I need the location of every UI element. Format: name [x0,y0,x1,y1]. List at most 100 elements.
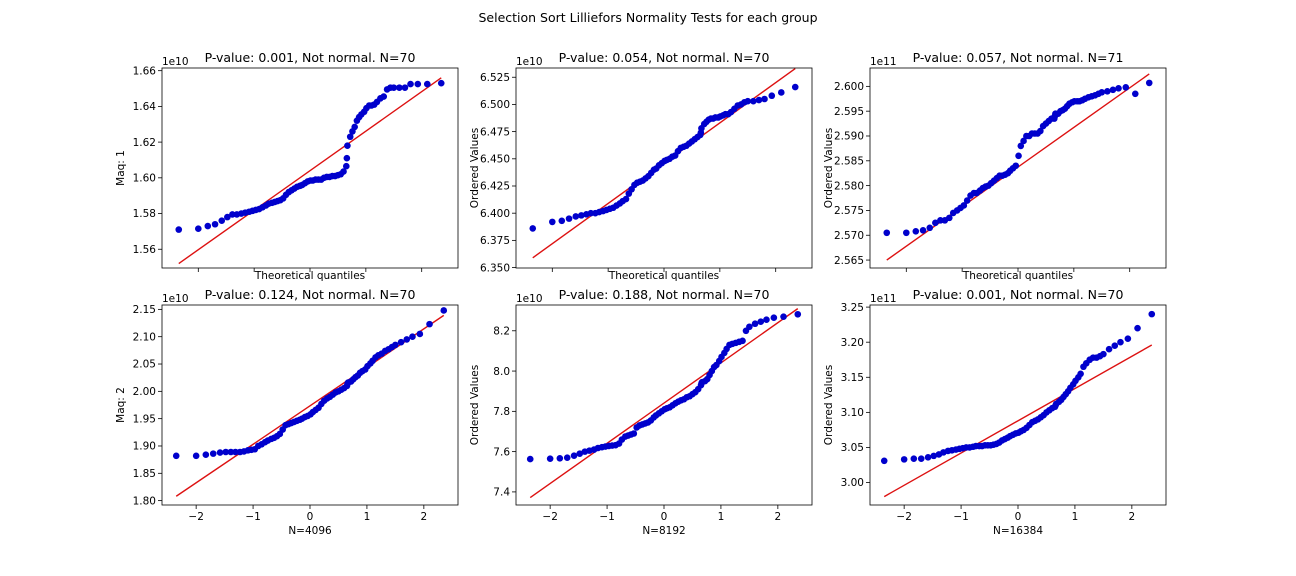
data-point [416,330,424,338]
data-point [340,168,347,175]
y-tick-label: 3.05 [841,442,864,454]
data-point [222,448,230,456]
data-point [791,83,799,91]
data-point [924,453,932,461]
data-point [917,455,925,462]
data-point [912,227,920,235]
data-point [576,450,584,457]
x-axis-label: Theoretical quantiles [254,270,365,282]
data-point [529,225,537,232]
data-point [195,225,202,233]
y-tick-label: 3.20 [841,337,864,349]
plot-data [172,307,448,497]
data-point [1145,79,1153,87]
data-point [770,314,778,321]
y-axis-label: Maq: 2 [115,387,127,423]
axes-frame [869,67,1167,269]
x-tick-label: −1 [599,511,614,523]
data-point [751,320,759,328]
axes-frame [161,67,459,269]
y-axis-label: Ordered Values [469,365,481,445]
y-tick-label: 2.10 [133,331,156,343]
data-point [546,455,554,462]
y-tick-label: 2.15 [133,304,156,316]
data-point [630,430,638,437]
axes-frame [161,304,459,506]
fit-line [883,344,1153,498]
subplot-1: P-value: 0.001, Not normal. N=70 1.56 1.58… [115,50,459,282]
data-point [344,142,351,149]
data-point [930,452,938,460]
data-point [1098,89,1106,96]
data-point [919,226,927,234]
data-point [1111,342,1119,350]
data-point [1100,350,1107,358]
data-point [380,93,388,100]
data-point [1015,152,1022,160]
data-point [343,154,351,162]
data-point [1037,127,1044,135]
x-tick-label: 0 [1015,511,1022,523]
data-point [392,341,399,349]
data-point [777,89,785,96]
y-tick-label: 6.425 [480,181,510,193]
data-point [755,96,763,104]
data-point [926,224,934,232]
subplot-2: P-value: 0.054, Not normal. N=70 6.350 6.3… [469,50,813,282]
x-tick-label: 2 [1129,511,1136,523]
data-point [1148,310,1156,318]
y-axis-label: Ordered Values [469,128,481,208]
x-axis-label: Theoretical quantiles [608,270,719,282]
data-point [1131,90,1139,98]
data-point [1077,370,1084,378]
y-tick-label: 1.95 [133,413,156,425]
data-point [563,454,571,461]
data-point [227,448,235,456]
x-tick-label: 2 [775,511,782,523]
data-point [1115,85,1122,92]
y-offset-label: 1e10 [516,56,543,68]
data-point [202,451,210,459]
subplot-3: P-value: 0.057, Not normal. N=71 2.565 2.5… [823,50,1167,282]
y-offset-label: 1e10 [162,56,189,68]
data-point [172,452,180,460]
data-point [426,320,433,328]
fit-line [529,308,799,499]
subplot-grid: P-value: 0.001, Not normal. N=70 1.56 1.58… [115,50,1167,537]
y-tick-label: 1.80 [133,495,156,507]
x-tick-label: 1 [364,511,371,523]
subplot-title: P-value: 0.188, Not normal. N=70 [559,287,770,302]
x-tick-label: 0 [661,511,668,523]
data-point [403,336,411,343]
data-point [423,80,431,88]
plot-data [526,308,802,499]
figure-suptitle: Selection Sort Lilliefors Normality Test… [478,10,817,25]
data-point [572,213,580,220]
data-point [409,333,416,340]
y-axis-label: Ordered Values [823,128,835,208]
data-point [558,217,566,225]
y-tick-label: 3.15 [841,372,864,384]
data-point [556,454,564,462]
y-tick-label: 1.56 [133,244,157,256]
x-axis-label: N=8192 [642,525,685,537]
y-tick-label: 6.400 [480,208,510,220]
data-point [570,452,578,459]
y-tick-label: 2.580 [834,180,864,192]
data-point [1104,88,1111,95]
data-point [211,220,219,228]
fit-line [175,314,445,497]
data-point [761,95,768,103]
data-point [780,313,787,320]
x-tick-label: 0 [307,511,314,523]
data-point [900,456,908,463]
data-point [232,448,239,456]
data-point [1122,84,1130,91]
x-tick-label: 1 [718,511,725,523]
y-tick-label: 7.6 [493,446,510,458]
y-tick-label: 2.590 [834,131,864,143]
data-point [1117,338,1124,346]
data-point [549,218,556,226]
subplot-4: P-value: 0.124, Not normal. N=70 −2 −1 0 1 2 1… [115,287,459,537]
